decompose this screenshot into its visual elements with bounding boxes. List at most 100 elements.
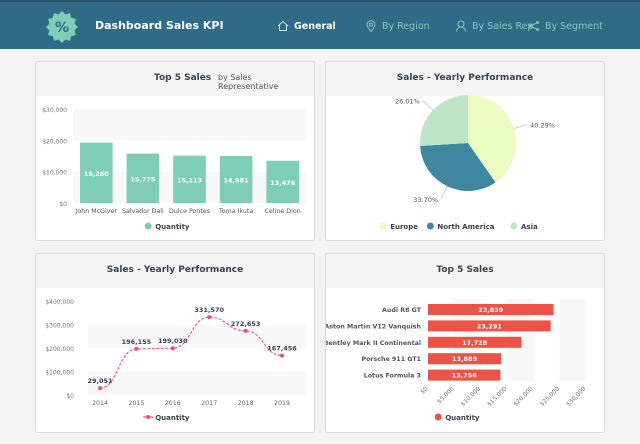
card-title: Top 5 Sales <box>436 265 494 275</box>
home-icon <box>277 20 289 31</box>
data-point <box>134 346 139 351</box>
leader-line <box>513 123 528 130</box>
x-tick-label: $20,000 <box>512 385 535 408</box>
grid-band <box>88 371 306 395</box>
bar-data-label: 23,839 <box>478 306 504 314</box>
y-tick-label: $300,000 <box>45 323 74 330</box>
top-navbar: % Dashboard Sales KPI General By Region … <box>0 0 640 49</box>
pie-data-label: 33.70% <box>413 196 438 204</box>
data-point <box>98 386 102 391</box>
bar <box>428 304 554 315</box>
horizontal-bar-chart: 23,839 Audi R8 GT 23,291 Aston Martin V12 V… <box>326 299 588 422</box>
x-tick-label: 2018 <box>238 400 254 407</box>
legend-marker <box>434 413 442 421</box>
nav-by-sales-rep[interactable]: By Sales Rep <box>455 20 534 32</box>
y-tick-label: Audi R8 GT <box>382 307 422 314</box>
data-point <box>207 315 212 320</box>
bar-data-label: 15,113 <box>177 176 202 184</box>
bar-data-label: 17,728 <box>462 339 488 347</box>
x-tick-label: Toma Ikuta <box>218 208 253 215</box>
legend-label: Europe <box>390 223 418 231</box>
bar <box>428 353 502 365</box>
x-tick-label: Salvador Dali <box>122 208 164 215</box>
pie-data-label: 40.29% <box>530 121 555 129</box>
bar-data-label: 13,476 <box>270 179 296 187</box>
percent-badge-icon: % <box>46 11 78 43</box>
y-tick-label: $100,000 <box>45 370 74 377</box>
legend-label: Quantity <box>155 223 190 231</box>
point-data-label: 196,155 <box>122 338 152 346</box>
x-tick-label: $5,000 <box>436 385 456 405</box>
x-tick-label: $10,000 <box>460 385 483 408</box>
bar-data-label: 13,889 <box>452 355 478 363</box>
point-data-label: 199,030 <box>158 337 188 345</box>
pie-slice <box>468 95 516 183</box>
nav-by-region[interactable]: By Region <box>365 20 430 32</box>
legend-marker <box>510 222 518 230</box>
bar-chart: $0 $10,000 $20,000 $30,000 19,280 John McGive… <box>42 107 306 231</box>
point-data-label: 29,051 <box>87 377 113 385</box>
legend-marker <box>146 415 151 419</box>
nav-label: General <box>294 20 336 32</box>
x-tick-label: 2016 <box>165 400 181 407</box>
x-tick-label: $30,000 <box>565 385 588 408</box>
card-yearly-line: Sales - Yearly Performance $0 $100,000 $20… <box>35 253 315 433</box>
legend-label: Quantity <box>445 414 480 422</box>
nav-label: By Sales Rep <box>472 20 534 32</box>
x-tick-label: 2014 <box>92 400 108 407</box>
card-header: Sales - Yearly Performance <box>326 62 604 96</box>
share-nodes-icon <box>528 21 539 31</box>
card-header: Top 5 Sales by Sales Representative <box>36 62 314 96</box>
bar <box>80 142 113 203</box>
legend-label: Asia <box>521 223 538 231</box>
bar <box>428 369 501 381</box>
nav-by-segment[interactable]: By Segment <box>528 20 603 32</box>
bar <box>126 153 160 203</box>
y-tick-label: Porsche 911 GT1 <box>361 356 421 363</box>
leader-line <box>422 100 434 111</box>
bar <box>428 320 551 332</box>
card-title: Top 5 Sales <box>154 73 212 83</box>
series-line <box>99 316 283 389</box>
bar <box>219 156 253 203</box>
bar <box>428 336 522 348</box>
nav-label: By Region <box>382 20 430 32</box>
y-tick-label: Lotus Formula 3 <box>364 373 421 380</box>
card-top-sales-cars: Top 5 Sales 23,839 Audi R8 GT 23,291 Aston … <box>325 253 605 433</box>
x-tick-label: $0 <box>419 385 429 395</box>
grid-band <box>88 324 306 348</box>
leader-line <box>440 186 448 200</box>
x-tick-label: John McGiver <box>75 208 118 215</box>
y-tick-label: $10,000 <box>42 170 67 177</box>
pie-chart: 40.29% 33.70% 26.01% Europe North America Asi… <box>379 95 555 231</box>
y-tick-label: Bentley Mark II Continental <box>326 340 421 347</box>
pie-slice <box>420 95 468 147</box>
svg-text:%: % <box>55 20 69 36</box>
legend-marker <box>379 222 387 230</box>
x-tick-label: $25,000 <box>539 385 562 408</box>
card-header: Top 5 Sales <box>326 254 604 288</box>
data-point <box>243 328 248 333</box>
bar-data-label: 23,291 <box>477 322 503 330</box>
x-tick-label: Dulce Pontes <box>169 208 210 215</box>
pie-slice <box>420 143 496 191</box>
legend-marker <box>426 222 434 230</box>
legend-label: Quantity <box>155 414 190 422</box>
y-tick-label: $20,000 <box>42 138 67 145</box>
nav-label: By Segment <box>545 20 603 32</box>
y-tick-label: $30,000 <box>42 107 67 114</box>
line-chart: $0 $100,000 $200,000 $300,000 $400,000 29,051… <box>45 299 306 422</box>
x-tick-label: 2019 <box>274 400 290 407</box>
y-tick-label: $400,000 <box>45 299 74 306</box>
card-subtitle: by Sales Representative <box>218 73 279 91</box>
nav-general[interactable]: General <box>277 20 336 32</box>
grid-band <box>559 299 586 381</box>
card-title: Sales - Yearly Performance <box>396 73 534 83</box>
bar <box>266 160 299 203</box>
point-data-label: 167,456 <box>267 345 297 353</box>
point-data-label: 331,570 <box>194 306 224 314</box>
app-title: Dashboard Sales KPI <box>95 19 224 32</box>
location-pin-icon <box>366 20 376 32</box>
x-tick-label: 2015 <box>128 400 144 407</box>
x-tick-label: 2017 <box>201 400 217 407</box>
